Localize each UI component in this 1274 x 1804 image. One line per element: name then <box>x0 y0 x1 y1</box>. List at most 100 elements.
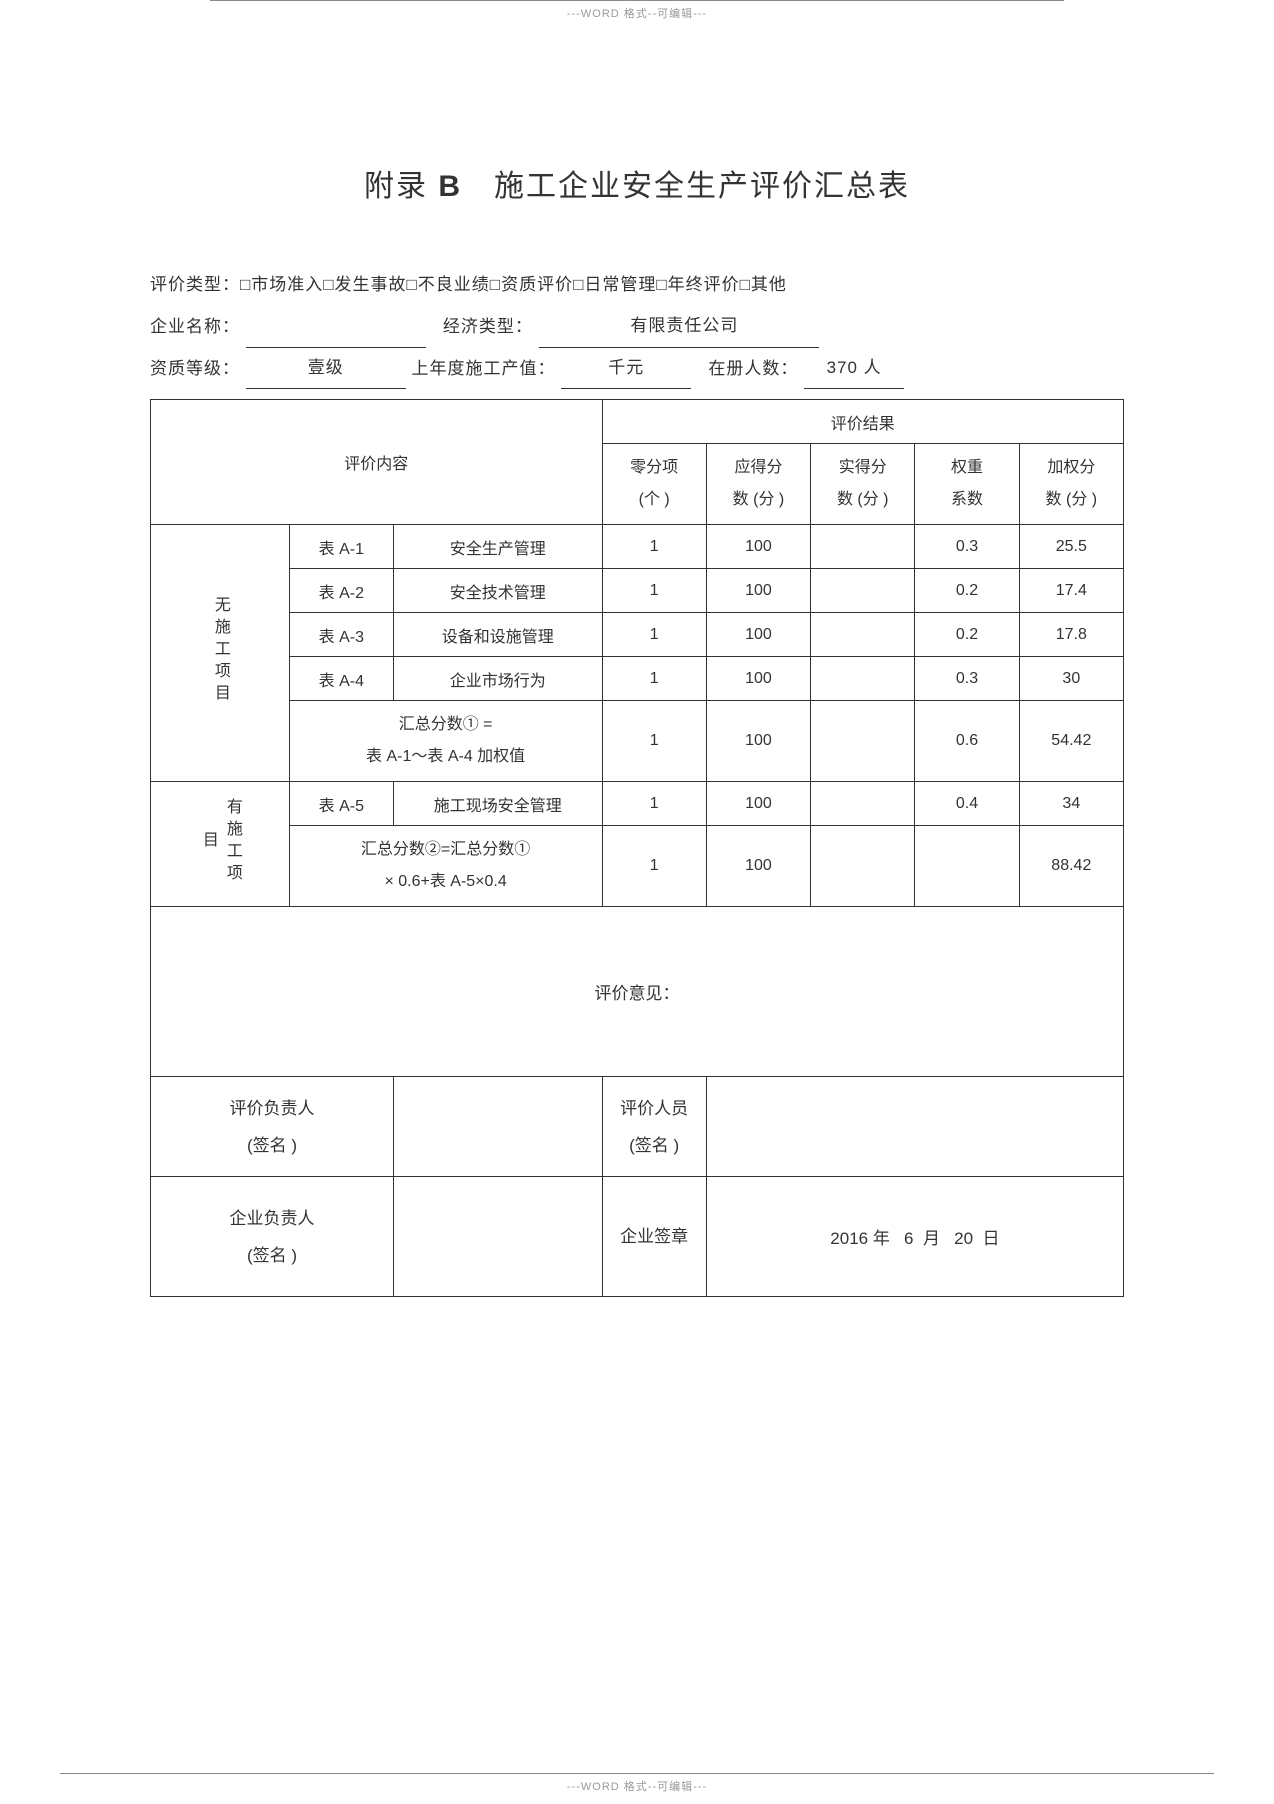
cell-actual <box>811 826 915 907</box>
persons-label: 在册人数： <box>708 359 798 378</box>
economy-label: 经济类型： <box>443 317 533 336</box>
output-value: 千元 <box>561 348 691 390</box>
cell-zero: 1 <box>602 782 706 826</box>
cell-zero: 1 <box>602 701 706 782</box>
hdr-zero: 零分项(个 ) <box>602 444 706 525</box>
page: ---WORD 格式--可编辑--- 附录 B 施工企业安全生产评价汇总表 评价… <box>0 0 1274 1804</box>
hdr-weighted: 加权分数 (分 ) <box>1019 444 1123 525</box>
company-value <box>246 306 426 348</box>
header-row-1: 评价内容 评价结果 <box>151 400 1124 444</box>
company-leader-label: 企业负责人 (签名 ) <box>151 1177 394 1297</box>
cell-weight: 0.6 <box>915 701 1019 782</box>
table-row: 无施工项目 表 A-1 安全生产管理 1 100 0.3 25.5 <box>151 525 1124 569</box>
table-row: 表 A-4 企业市场行为 1 100 0.3 30 <box>151 657 1124 701</box>
hdr-zero-t: 零分项 <box>630 459 678 476</box>
group-no-site: 无施工项目 <box>151 525 290 782</box>
economy-value: 有限责任公司 <box>539 306 819 348</box>
hdr-weighted-t: 加权分 <box>1047 459 1095 476</box>
cell-zero: 1 <box>602 826 706 907</box>
qual-value: 壹级 <box>246 348 406 390</box>
date-year-u: 年 <box>873 1229 890 1248</box>
cell-code: 表 A-1 <box>289 525 393 569</box>
cell-code: 表 A-4 <box>289 657 393 701</box>
sum2-l1: 汇总分数②=汇总分数① <box>361 841 530 858</box>
company-leader-blank <box>393 1177 602 1297</box>
cell-zero: 1 <box>602 613 706 657</box>
cell-code: 表 A-2 <box>289 569 393 613</box>
meta-qual: 资质等级： 壹级 上年度施工产值： 千元 在册人数： 370 人 <box>150 348 1124 390</box>
title-rest: 施工企业安全生产评价汇总表 <box>462 170 910 203</box>
sign-row-2: 企业负责人 (签名 ) 企业签章 2016 年 6 月 20 日 <box>151 1177 1124 1297</box>
table-row: 有施工项目 表 A-5 施工现场安全管理 1 100 0.4 34 <box>151 782 1124 826</box>
date-month: 6 <box>904 1229 913 1248</box>
cell-zero: 1 <box>602 569 706 613</box>
company-leader-t: 企业负责人 <box>229 1209 314 1228</box>
cell-weighted: 54.42 <box>1019 701 1123 782</box>
date-day-u: 日 <box>983 1229 1000 1248</box>
title-prefix: 附录 <box>364 170 438 203</box>
cell-weighted: 30 <box>1019 657 1123 701</box>
sig-text: (签名 ) <box>629 1136 679 1155</box>
hdr-result: 评价结果 <box>602 400 1123 444</box>
cell-weight <box>915 826 1019 907</box>
cell-weighted: 88.42 <box>1019 826 1123 907</box>
table-row: 表 A-3 设备和设施管理 1 100 0.2 17.8 <box>151 613 1124 657</box>
eval-member-blank <box>706 1077 1123 1177</box>
cell-weight: 0.2 <box>915 569 1019 613</box>
cell-actual <box>811 613 915 657</box>
cell-weight: 0.4 <box>915 782 1019 826</box>
cell-name: 施工现场安全管理 <box>393 782 602 826</box>
sum1-l2: 表 A-1～表 A-4 加权值 <box>366 748 525 765</box>
evaluation-table: 评价内容 评价结果 零分项(个 ) 应得分数 (分 ) 实得分数 (分 ) 权重… <box>150 399 1124 1297</box>
cell-weighted: 17.4 <box>1019 569 1123 613</box>
cell-weighted: 17.8 <box>1019 613 1123 657</box>
cell-should: 100 <box>706 613 810 657</box>
sum2-l2: × 0.6+表 A-5×0.4 <box>384 873 506 890</box>
eval-type-options: □市场准入□发生事故□不良业绩□资质评价□日常管理□年终评价□其他 <box>240 265 787 306</box>
group-has-site-text: 有施工项目 <box>196 788 244 896</box>
eval-member-label: 评价人员 (签名 ) <box>602 1077 706 1177</box>
cell-code: 表 A-3 <box>289 613 393 657</box>
cell-should: 100 <box>706 525 810 569</box>
hdr-weight-t: 权重 <box>951 459 983 476</box>
hdr-actual: 实得分数 (分 ) <box>811 444 915 525</box>
sign-row-1: 评价负责人 (签名 ) 评价人员 (签名 ) <box>151 1077 1124 1177</box>
hdr-actual-u: 数 (分 ) <box>837 491 889 508</box>
cell-name: 设备和设施管理 <box>393 613 602 657</box>
cell-weight: 0.3 <box>915 657 1019 701</box>
cell-name: 安全技术管理 <box>393 569 602 613</box>
date-day: 20 <box>954 1229 973 1248</box>
table-row: 表 A-2 安全技术管理 1 100 0.2 17.4 <box>151 569 1124 613</box>
page-title: 附录 B 施工企业安全生产评价汇总表 <box>150 161 1124 205</box>
cell-actual <box>811 569 915 613</box>
date-month-u: 月 <box>923 1229 940 1248</box>
cell-weighted: 34 <box>1019 782 1123 826</box>
meta-company: 企业名称： 经济类型： 有限责任公司 <box>150 306 1124 348</box>
date-cell: 2016 年 6 月 20 日 <box>706 1177 1123 1297</box>
eval-leader-label: 评价负责人 (签名 ) <box>151 1077 394 1177</box>
eval-type-label: 评价类型： <box>150 275 240 294</box>
company-label: 企业名称： <box>150 317 240 336</box>
qual-label: 资质等级： <box>150 359 240 378</box>
cell-actual <box>811 657 915 701</box>
cell-weight: 0.3 <box>915 525 1019 569</box>
meta-eval-type: 评价类型：□市场准入□发生事故□不良业绩□资质评价□日常管理□年终评价□其他 <box>150 265 1124 306</box>
cell-weight: 0.2 <box>915 613 1019 657</box>
cell-should: 100 <box>706 569 810 613</box>
cell-should: 100 <box>706 701 810 782</box>
cell-zero: 1 <box>602 525 706 569</box>
output-label: 上年度施工产值： <box>411 359 555 378</box>
hdr-weight: 权重系数 <box>915 444 1019 525</box>
header-rule: ---WORD 格式--可编辑--- <box>210 0 1064 21</box>
hdr-weight-u: 系数 <box>951 491 983 508</box>
sum2-row: 汇总分数②=汇总分数① × 0.6+表 A-5×0.4 1 100 88.42 <box>151 826 1124 907</box>
hdr-weighted-u: 数 (分 ) <box>1046 491 1098 508</box>
hdr-should-u: 数 (分 ) <box>733 491 785 508</box>
opinion-row: 评价意见： <box>151 907 1124 1077</box>
sig-text: (签名 ) <box>247 1246 297 1265</box>
hdr-should: 应得分数 (分 ) <box>706 444 810 525</box>
cell-zero: 1 <box>602 657 706 701</box>
eval-leader-t: 评价负责人 <box>229 1099 314 1118</box>
group-no-site-text: 无施工项目 <box>208 596 232 706</box>
group-has-site: 有施工项目 <box>151 782 290 907</box>
